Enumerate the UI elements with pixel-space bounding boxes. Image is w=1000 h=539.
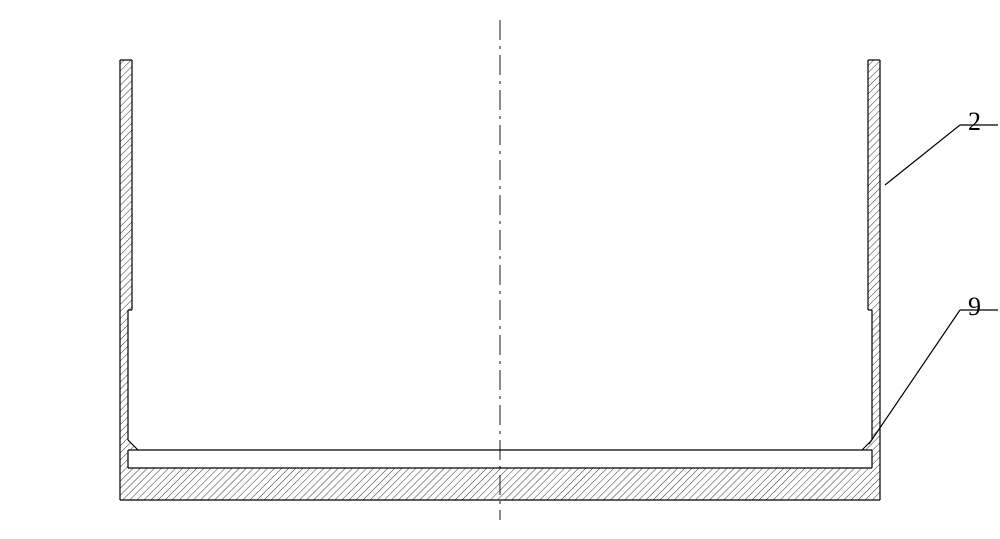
callout-2: 2 — [885, 107, 998, 185]
callout-2-label: 2 — [968, 107, 981, 136]
technical-drawing: 29 — [0, 0, 1000, 539]
callout-9-label: 9 — [968, 292, 981, 321]
callout-9: 9 — [869, 292, 998, 444]
